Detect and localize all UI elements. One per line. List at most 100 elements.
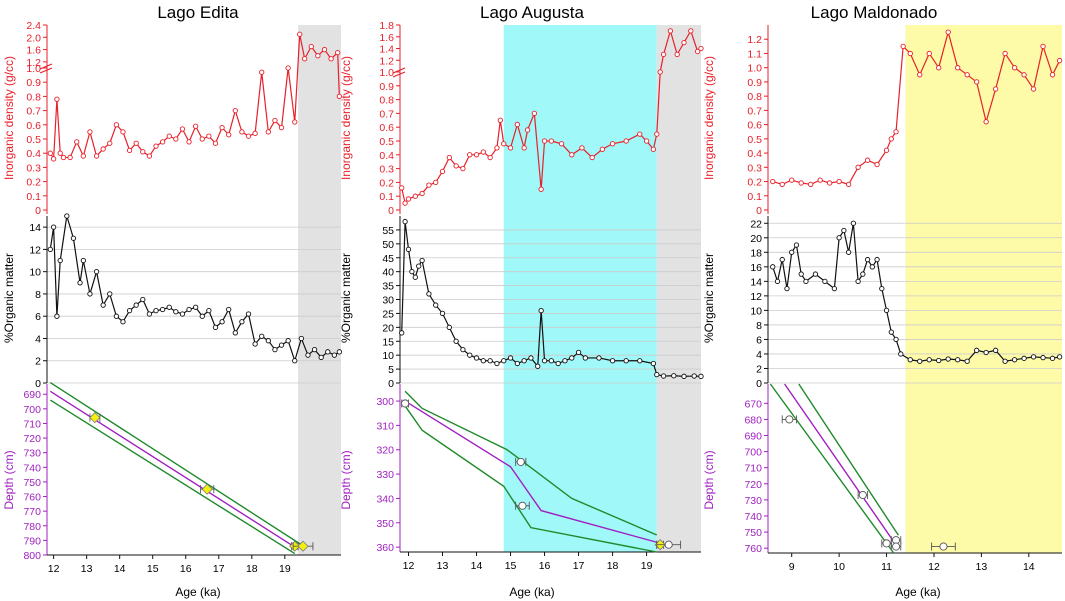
density-point (864, 157, 871, 163)
depth-tick-label: 710 (744, 463, 762, 475)
organic-point (555, 360, 561, 367)
density-point (179, 126, 186, 132)
density-tick-label: 0.1 (379, 191, 394, 203)
depth-tick-label: 750 (744, 527, 762, 539)
density-point (74, 139, 80, 145)
depth-tick-label: 690 (744, 431, 762, 443)
organic-point (278, 342, 285, 348)
organic-point (107, 291, 113, 297)
x-axis-label: Age (ka) (509, 585, 554, 599)
depth-tick-label: 740 (23, 462, 41, 474)
density-point (660, 51, 667, 58)
organic-point (983, 349, 989, 356)
density-point (113, 122, 120, 128)
density-point (159, 139, 166, 145)
depth-upper-bound (404, 390, 658, 536)
depth-tick-label: 300 (376, 396, 394, 408)
density-point (173, 136, 179, 142)
organic-point (836, 235, 842, 241)
density-tick-label: 0.5 (747, 134, 762, 146)
organic-point (798, 271, 804, 277)
density-point (206, 133, 212, 139)
depth-tick-label: 720 (23, 433, 41, 445)
organic-point (212, 324, 219, 330)
organic-point (494, 360, 500, 367)
depth-tick-label: 350 (376, 518, 394, 530)
density-tick-label: 0.7 (26, 106, 41, 118)
density-point (336, 93, 342, 100)
organic-point (159, 306, 166, 313)
organic-point (285, 338, 291, 344)
organic-point (569, 355, 575, 361)
organic-point (239, 319, 245, 325)
organic-point (292, 358, 298, 364)
x-tick-label: 14 (114, 563, 126, 575)
organic-point (548, 358, 555, 364)
organic-point (681, 373, 687, 379)
organic-point (120, 319, 126, 325)
density-tick-label: 0 (35, 205, 41, 217)
density-point (399, 185, 405, 191)
organic-tick-label: 12 (750, 291, 762, 303)
organic-point (47, 246, 53, 253)
density-point (405, 196, 412, 202)
x-tick-label: 15 (505, 560, 517, 572)
organic-point (671, 373, 677, 379)
axis-break-mark (392, 67, 406, 78)
density-point (1021, 72, 1027, 78)
organic-point (1002, 358, 1008, 364)
density-point (497, 117, 503, 123)
band-n3 (905, 25, 1062, 553)
organic-point (146, 311, 153, 317)
organic-point (964, 358, 970, 364)
density-point (874, 161, 880, 168)
x-tick-label: 18 (246, 563, 258, 575)
organic-point (637, 358, 643, 364)
density-point (302, 56, 308, 62)
x-tick-label: 18 (607, 560, 619, 572)
density-point (992, 86, 999, 92)
organic-point (311, 346, 318, 353)
organic-point (480, 358, 486, 364)
depth-model-line (404, 400, 657, 543)
organic-tick-label: 12 (29, 244, 41, 256)
depth-model-line (49, 390, 299, 550)
density-point (501, 141, 507, 147)
organic-point (219, 319, 225, 325)
organic-point (100, 302, 106, 308)
organic-tick-label: 0 (756, 378, 762, 390)
density-tick-label: 0.2 (747, 177, 762, 189)
organic-point (265, 338, 271, 344)
x-tick-label: 14 (471, 560, 483, 572)
density-point (674, 51, 680, 58)
organic-axis-label: %Organic matter (339, 253, 353, 343)
x-tick-label: 17 (573, 560, 585, 572)
density-point (538, 186, 544, 192)
x-tick-label: 16 (180, 563, 192, 575)
organic-point (272, 346, 278, 353)
organic-point (562, 358, 568, 364)
organic-axis-label: %Organic matter (2, 253, 16, 343)
x-axis-label: Age (ka) (175, 585, 220, 599)
density-point (153, 143, 159, 149)
density-point (826, 180, 833, 186)
date-marker-circle (891, 542, 901, 551)
organic-point (70, 235, 77, 241)
density-point (548, 138, 555, 144)
organic-point (140, 296, 146, 303)
density-point (1040, 43, 1046, 49)
organic-point (926, 357, 932, 363)
density-tick-label: 0.4 (379, 150, 394, 162)
organic-tick-label: 0 (35, 378, 41, 390)
organic-tick-label: 2 (756, 363, 762, 375)
density-tick-label: 1.2 (747, 34, 762, 46)
band-n5 (656, 25, 701, 552)
density-point (219, 124, 225, 131)
density-point (817, 177, 823, 183)
organic-tick-label: 4 (756, 349, 762, 361)
x-tick-label: 12 (928, 561, 940, 573)
density-tick-label: 1.2 (26, 57, 41, 69)
organic-point (50, 224, 57, 230)
density-line (49, 34, 340, 161)
depth-tick-label: 740 (744, 511, 762, 523)
